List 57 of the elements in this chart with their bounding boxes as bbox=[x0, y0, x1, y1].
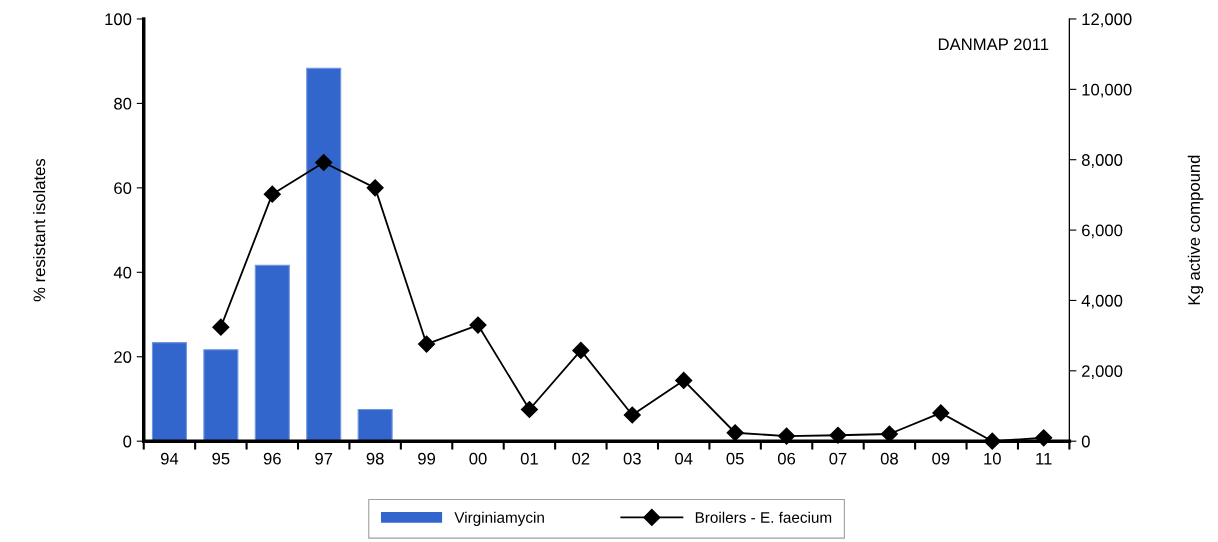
x-tick-label: 10 bbox=[984, 452, 1001, 465]
y2-tick-label: 10,000 bbox=[1082, 83, 1132, 98]
x-tick-label: 96 bbox=[263, 452, 281, 465]
y2-tick-label: 6,000 bbox=[1082, 224, 1123, 239]
point bbox=[932, 404, 950, 422]
point bbox=[623, 406, 641, 424]
x-tick-label: 08 bbox=[880, 452, 898, 465]
y-tick-label: 100 bbox=[105, 13, 132, 26]
point bbox=[212, 318, 230, 336]
y2-axis-title: Kg active compound bbox=[1187, 155, 1204, 305]
point bbox=[572, 341, 590, 359]
y-axis-title: % resistant isolates bbox=[33, 158, 46, 302]
x-tick-label: 04 bbox=[675, 452, 693, 465]
x-tick-label: 98 bbox=[366, 452, 384, 465]
x-tick-label: 03 bbox=[623, 452, 641, 465]
point bbox=[829, 426, 847, 444]
x-tick-label: 00 bbox=[469, 452, 487, 465]
point bbox=[263, 185, 281, 203]
point bbox=[675, 371, 693, 389]
y-tick-label: 80 bbox=[114, 97, 132, 110]
bar bbox=[357, 408, 393, 442]
point bbox=[726, 424, 744, 442]
x-tick-label: 95 bbox=[212, 452, 230, 465]
y2-tick-label: 2,000 bbox=[1082, 365, 1123, 379]
point bbox=[366, 179, 384, 197]
y2-tick-label: 4,000 bbox=[1081, 294, 1123, 309]
y2-tick-label: 0 bbox=[1081, 435, 1090, 448]
x-tick-label: 97 bbox=[315, 452, 333, 465]
x-tick-label: 05 bbox=[726, 452, 744, 465]
point bbox=[778, 427, 796, 445]
y-tick-label: 20 bbox=[114, 351, 132, 363]
bar bbox=[151, 342, 187, 442]
annotation: DANMAP 2011 bbox=[938, 38, 1049, 51]
point bbox=[315, 153, 333, 172]
x-tick-label: 09 bbox=[932, 452, 950, 465]
y2-tick-label: 8,000 bbox=[1081, 154, 1123, 168]
x-tick-label: 11 bbox=[1036, 452, 1052, 465]
point bbox=[469, 316, 487, 334]
bar bbox=[203, 349, 239, 442]
x-tick-label: 94 bbox=[160, 452, 179, 465]
point bbox=[983, 432, 1001, 450]
legend-label: Virginiamycin bbox=[454, 511, 544, 526]
point bbox=[418, 335, 436, 353]
x-tick-label: 07 bbox=[829, 452, 847, 465]
bar bbox=[254, 264, 290, 442]
y-tick-label: 0 bbox=[123, 435, 132, 448]
x-tick-label: 06 bbox=[777, 452, 796, 465]
y-tick-label: 40 bbox=[113, 266, 132, 279]
x-tick-label: 01 bbox=[520, 452, 538, 465]
y2-tick-label: 12,000 bbox=[1082, 13, 1132, 28]
x-tick-label: 99 bbox=[418, 452, 436, 465]
legend-label: Broilers - E. faecium bbox=[695, 511, 832, 523]
point bbox=[1035, 429, 1053, 447]
x-tick-label: 02 bbox=[572, 452, 590, 465]
bar bbox=[306, 67, 342, 442]
y-tick-label: 60 bbox=[114, 182, 132, 195]
point bbox=[520, 400, 538, 419]
